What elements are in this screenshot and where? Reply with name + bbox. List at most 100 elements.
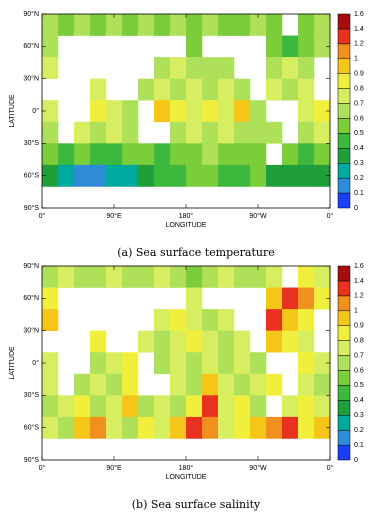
colorbar-box [337,103,351,119]
cell [138,143,155,166]
y-tick-label: 60°S [24,172,40,180]
colorbar-box [337,310,351,326]
cell [42,35,59,58]
cell [186,395,203,418]
cell [250,164,267,187]
cell [266,35,283,58]
cell [106,352,123,375]
cell [186,309,203,331]
colorbar-label: 1.6 [354,11,364,18]
colorbar-box [337,370,351,386]
cell [90,330,107,353]
cell [218,266,235,288]
x-tick-label: 180° [179,212,194,220]
y-axis-label: LATITUDE [9,346,16,380]
cell [186,121,203,144]
cell [298,78,315,101]
cell [170,266,187,288]
cell [234,395,251,418]
colorbar-label: 1 [354,56,358,63]
cell [186,373,203,396]
colorbar-label: 0.8 [354,337,364,344]
cell [42,309,59,331]
cell [138,395,155,418]
cell [186,57,203,79]
cell [90,416,107,439]
x-axis-label: LONGITUDE [166,474,207,481]
cell [202,100,219,123]
cell [234,143,251,166]
y-tick-label: 30°N [23,327,39,335]
cell [218,14,235,36]
colorbar-box [337,295,351,312]
cell [170,330,187,353]
cell [170,164,187,187]
cell [154,352,171,375]
y-tick-label: 90°S [24,456,40,464]
colorbar-box [337,400,351,416]
y-tick-label: 90°N [23,262,39,270]
cell [90,352,107,375]
y-tick-label: 30°S [24,139,40,147]
cell [282,143,299,166]
cell [314,121,331,144]
cell [122,416,139,439]
x-tick-label: 90°W [249,464,267,472]
cell [90,164,107,187]
cell [90,373,107,396]
colorbar-box [337,414,351,431]
cell [186,143,203,166]
colorbar-box [337,385,351,401]
cell [170,57,187,79]
cell [186,266,203,288]
colorbar-label: 0.9 [354,323,364,330]
cell [122,14,139,36]
colorbar-box [337,28,351,45]
colorbar-label: 1.2 [354,41,364,48]
colorbar-label: 1.4 [354,278,364,285]
cell [186,78,203,101]
cell [202,57,219,79]
cell [42,14,59,36]
cell [154,416,171,439]
cell [186,100,203,123]
colorbar-box [337,265,351,282]
cell [298,100,315,123]
cell [298,416,315,439]
y-tick-label: 60°N [23,42,39,50]
cell [122,143,139,166]
cell [106,14,123,36]
cell [122,352,139,375]
cell [122,121,139,144]
colorbar-label: 0.5 [354,130,364,137]
cell [186,352,203,375]
cell [314,14,331,36]
cell [106,164,123,187]
cell [74,143,91,166]
cell [170,416,187,439]
cell [234,416,251,439]
cell [138,416,155,439]
cell [58,416,75,439]
cell [74,164,91,187]
cell [42,395,59,418]
cell [218,416,235,439]
cell [42,100,59,123]
cell [154,309,171,331]
cell [314,416,331,439]
y-axis-label: LATITUDE [9,94,16,128]
cell [282,287,299,310]
cell [74,121,91,144]
colorbar-box [337,162,351,179]
cell [90,14,107,36]
cell [266,121,283,144]
cell [186,330,203,353]
cell [218,143,235,166]
cell [154,57,171,79]
cell [298,266,315,288]
x-tick-label: 90°E [106,212,122,220]
cell [138,14,155,36]
cell [282,35,299,58]
colorbar-label: 0.2 [354,175,364,182]
cell [90,78,107,101]
